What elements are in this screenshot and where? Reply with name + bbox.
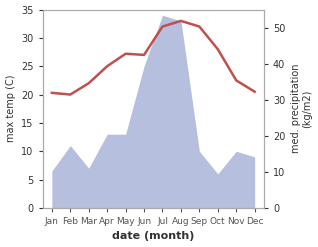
Y-axis label: max temp (C): max temp (C) bbox=[5, 75, 16, 143]
X-axis label: date (month): date (month) bbox=[112, 231, 194, 242]
Y-axis label: med. precipitation
(kg/m2): med. precipitation (kg/m2) bbox=[291, 64, 313, 153]
